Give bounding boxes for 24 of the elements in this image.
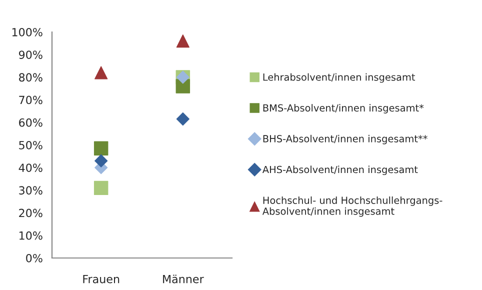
y-tick-label: 30% — [19, 186, 42, 195]
x-tick-label: Männer — [163, 274, 204, 284]
legend-label: AHS-Absolvent/innen insgesamt — [262, 166, 418, 176]
y-tick-label: 80% — [19, 73, 42, 82]
legend-label: Hochschul- und Hochschullehrgangs-Absolvent/innen insgesamt — [262, 196, 442, 217]
point — [176, 112, 190, 126]
y-tick-label: 90% — [18, 50, 42, 59]
point — [94, 141, 108, 156]
legend-label: Lehrabsolvent/innen insgesamt — [263, 73, 416, 83]
y-tick-label: 0% — [26, 254, 42, 262]
y-tick-label: 40% — [18, 164, 42, 172]
y-tick-label: 60% — [19, 118, 42, 127]
point — [94, 66, 108, 80]
point — [94, 180, 108, 196]
y-tick-label: 10% — [19, 231, 42, 240]
point — [176, 34, 190, 48]
x-tick-label: Frauen — [83, 275, 120, 284]
y-tick-label: 50% — [19, 140, 42, 150]
legend-label: BMS-Absolvent/innen insgesamt* — [263, 104, 424, 114]
y-tick-label: 100% — [12, 28, 42, 36]
legend-label: BHS-Absolvent/innen insgesamt** — [263, 134, 428, 144]
point — [94, 154, 108, 168]
y-tick-label: 70% — [19, 96, 42, 104]
y-tick-label: 20% — [19, 208, 42, 218]
